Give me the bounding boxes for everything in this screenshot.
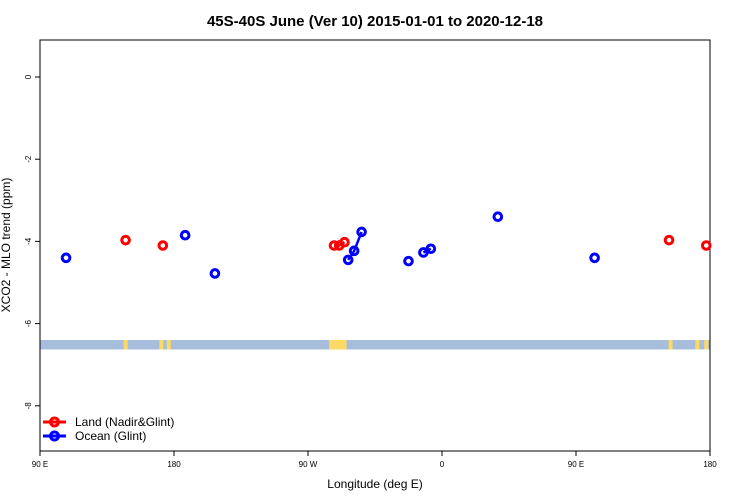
- data-point: [120, 234, 131, 246]
- data-point: [356, 226, 367, 238]
- x-tick-label: 90 E: [32, 460, 48, 469]
- y-tick-label: 0: [24, 74, 33, 79]
- data-point: [663, 234, 675, 246]
- y-tick-label: -6: [24, 319, 33, 327]
- map-land-patch: [335, 340, 340, 350]
- data-point: [60, 252, 72, 264]
- y-axis-label: XCO2 - MLO trend (ppm): [0, 178, 13, 313]
- map-land-patch: [340, 340, 345, 350]
- legend-land-label: Land (Nadir&Glint): [75, 415, 174, 429]
- x-tick-label: 90 E: [568, 460, 584, 469]
- series-layer: [60, 211, 712, 279]
- data-point: [179, 229, 191, 241]
- map-land-patch: [704, 340, 709, 350]
- y-tick-label: -4: [24, 237, 33, 245]
- map-land-patch: [668, 340, 673, 350]
- map-land-patch: [695, 340, 700, 350]
- x-axis-label: Longitude (deg E): [327, 477, 422, 491]
- legend-ocean-marker: [49, 430, 60, 442]
- data-point: [209, 268, 221, 279]
- map-land-patch: [342, 340, 347, 350]
- x-axis: 90 E 180 90 W 0 90 E 180: [32, 451, 717, 469]
- data-point: [589, 252, 600, 264]
- legend: Land (Nadir&Glint) Ocean (Glint): [43, 415, 174, 443]
- data-point: [425, 243, 437, 255]
- legend-land-marker: [49, 416, 60, 428]
- data-point: [157, 240, 169, 251]
- plot-frame: [39, 39, 711, 452]
- plot-area: [39, 39, 711, 452]
- legend-ocean-label: Ocean (Glint): [75, 429, 146, 443]
- data-point: [339, 236, 350, 248]
- map-land-patch: [123, 340, 128, 350]
- y-tick-label: -2: [24, 155, 33, 163]
- data-point: [403, 255, 414, 267]
- map-land-patch: [337, 340, 342, 350]
- y-axis: 0 -2 -4 -6 -8: [24, 74, 40, 409]
- map-ocean-band: [40, 340, 710, 350]
- x-tick-label: 90 W: [299, 460, 318, 469]
- y-tick-label: -8: [24, 402, 33, 410]
- data-point: [700, 240, 712, 251]
- data-point: [492, 211, 504, 223]
- data-point: [342, 254, 354, 266]
- map-land-patch: [159, 340, 164, 350]
- map-land-patch: [329, 340, 334, 350]
- x-tick-label: 180: [703, 460, 717, 469]
- data-point: [348, 245, 360, 257]
- chart-title: 45S-40S June (Ver 10) 2015-01-01 to 2020…: [207, 13, 543, 30]
- map-land-patch: [332, 340, 337, 350]
- x-tick-label: 0: [440, 460, 445, 469]
- x-tick-label: 180: [167, 460, 181, 469]
- map-land-patch: [166, 340, 171, 350]
- map-strip: [40, 340, 710, 350]
- data-point: [328, 240, 340, 251]
